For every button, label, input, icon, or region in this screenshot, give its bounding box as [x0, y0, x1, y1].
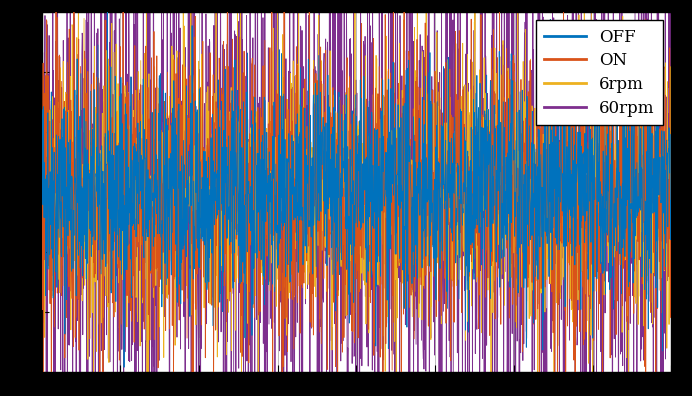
6rpm [69, 134, 78, 139]
OFF [69, 87, 78, 91]
60rpm [120, 365, 128, 369]
6rpm [534, 307, 542, 311]
Line: 6rpm: 6rpm [42, 0, 671, 396]
Line: OFF: OFF [42, 0, 671, 396]
OFF [327, 338, 336, 343]
ON [667, 230, 675, 235]
6rpm [649, 177, 657, 181]
60rpm [69, 208, 78, 213]
ON [69, 337, 78, 341]
60rpm [649, 175, 657, 180]
6rpm [650, 183, 658, 188]
OFF [667, 238, 675, 242]
Line: ON: ON [42, 0, 671, 396]
6rpm [37, 274, 46, 279]
60rpm [37, 163, 46, 168]
6rpm [667, 188, 675, 193]
6rpm [344, 276, 352, 281]
ON [649, 270, 657, 275]
60rpm [327, 245, 336, 250]
ON [344, 222, 352, 227]
ON [327, 317, 336, 322]
60rpm [534, 277, 542, 282]
Line: 60rpm: 60rpm [42, 0, 671, 367]
OFF [37, 336, 46, 341]
60rpm [667, 230, 675, 235]
Legend: OFF, ON, 6rpm, 60rpm: OFF, ON, 6rpm, 60rpm [536, 20, 663, 125]
ON [650, 188, 658, 193]
60rpm [344, 214, 352, 219]
60rpm [650, 208, 658, 213]
ON [534, 135, 542, 139]
OFF [650, 278, 658, 283]
6rpm [327, 156, 336, 161]
ON [37, 238, 46, 243]
OFF [534, 66, 542, 70]
